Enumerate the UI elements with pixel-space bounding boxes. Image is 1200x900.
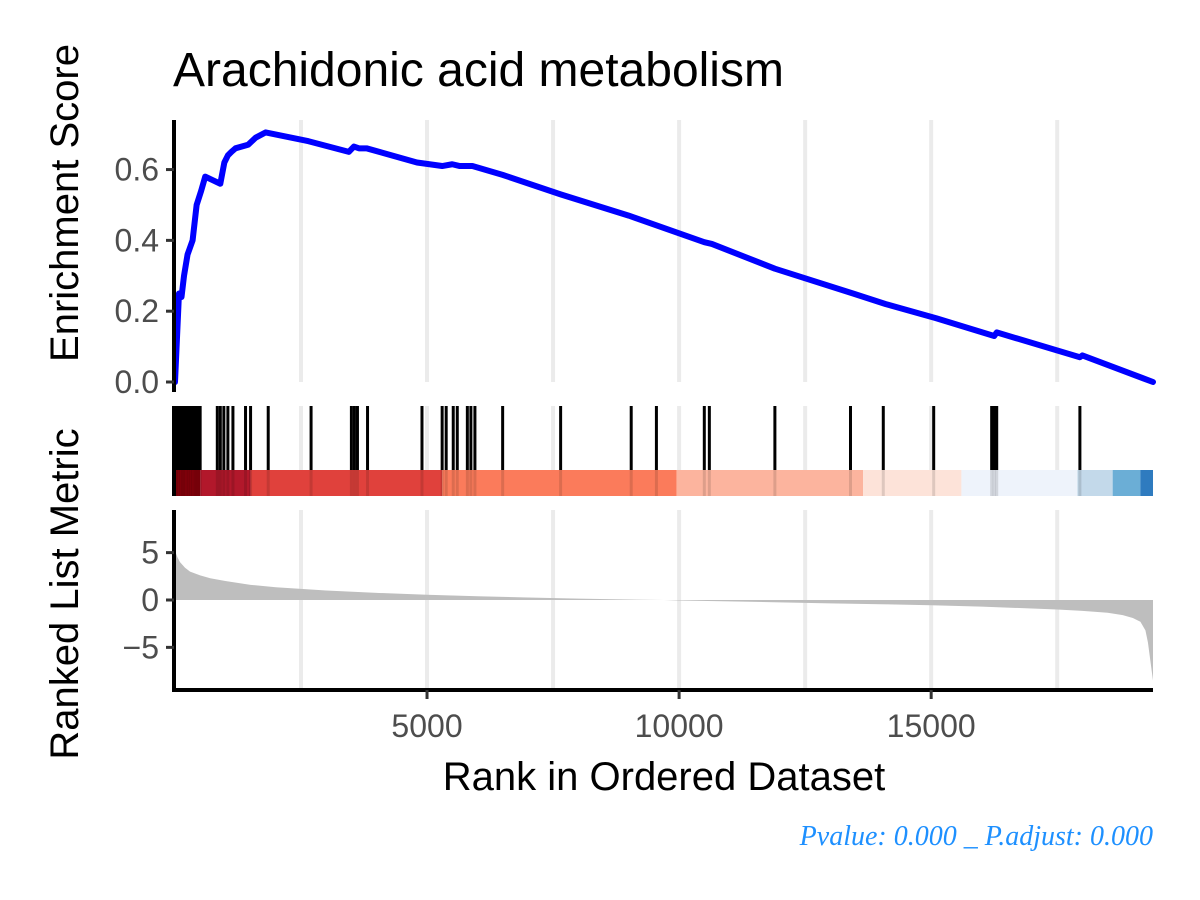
color-bar-segment — [442, 470, 677, 496]
x-tick-label: 10000 — [635, 708, 724, 744]
tick-labels: 0.0 0.2 0.4 0.6 5 0 −5 5000 10000 15000 — [115, 152, 976, 744]
enrichment-score-panel — [172, 129, 1156, 385]
pvalue-annotation: Pvalue: 0.000 _ P.adjust: 0.000 — [799, 821, 1153, 852]
chart-title: Arachidonic acid metabolism — [173, 44, 784, 97]
es-y-tick-label: 0.6 — [115, 152, 159, 188]
ranked-metric-area — [175, 550, 1153, 681]
color-bar-segment — [676, 470, 864, 496]
metric-y-tick-label: 0 — [141, 582, 159, 618]
color-bar-segment — [1112, 470, 1141, 496]
color-bar-segment — [1077, 470, 1113, 496]
color-bar-segment — [175, 470, 201, 496]
color-bar — [175, 470, 1153, 496]
metric-y-tick-label: −5 — [123, 629, 159, 665]
enrichment-score-line — [172, 129, 1156, 385]
x-axis-label: Rank in Ordered Dataset — [443, 755, 885, 799]
color-bar-segment — [250, 470, 443, 496]
color-bar-segment — [863, 470, 962, 496]
y-axis-label-metric: Ranked List Metric — [43, 428, 87, 759]
es-y-tick-label: 0.0 — [115, 364, 159, 400]
es-y-tick-label: 0.4 — [115, 222, 159, 258]
color-bar-segment — [1140, 470, 1153, 496]
x-tick-label: 5000 — [391, 708, 462, 744]
color-bar-segment — [961, 470, 1078, 496]
gene-hit-marks — [173, 406, 1082, 496]
es-y-tick-label: 0.2 — [115, 293, 159, 329]
x-tick-label: 15000 — [887, 708, 976, 744]
y-axis-label-enrichment: Enrichment Score — [43, 44, 87, 362]
color-bar-segment — [200, 470, 251, 496]
metric-panel — [175, 550, 1153, 681]
metric-y-tick-label: 5 — [141, 535, 159, 571]
